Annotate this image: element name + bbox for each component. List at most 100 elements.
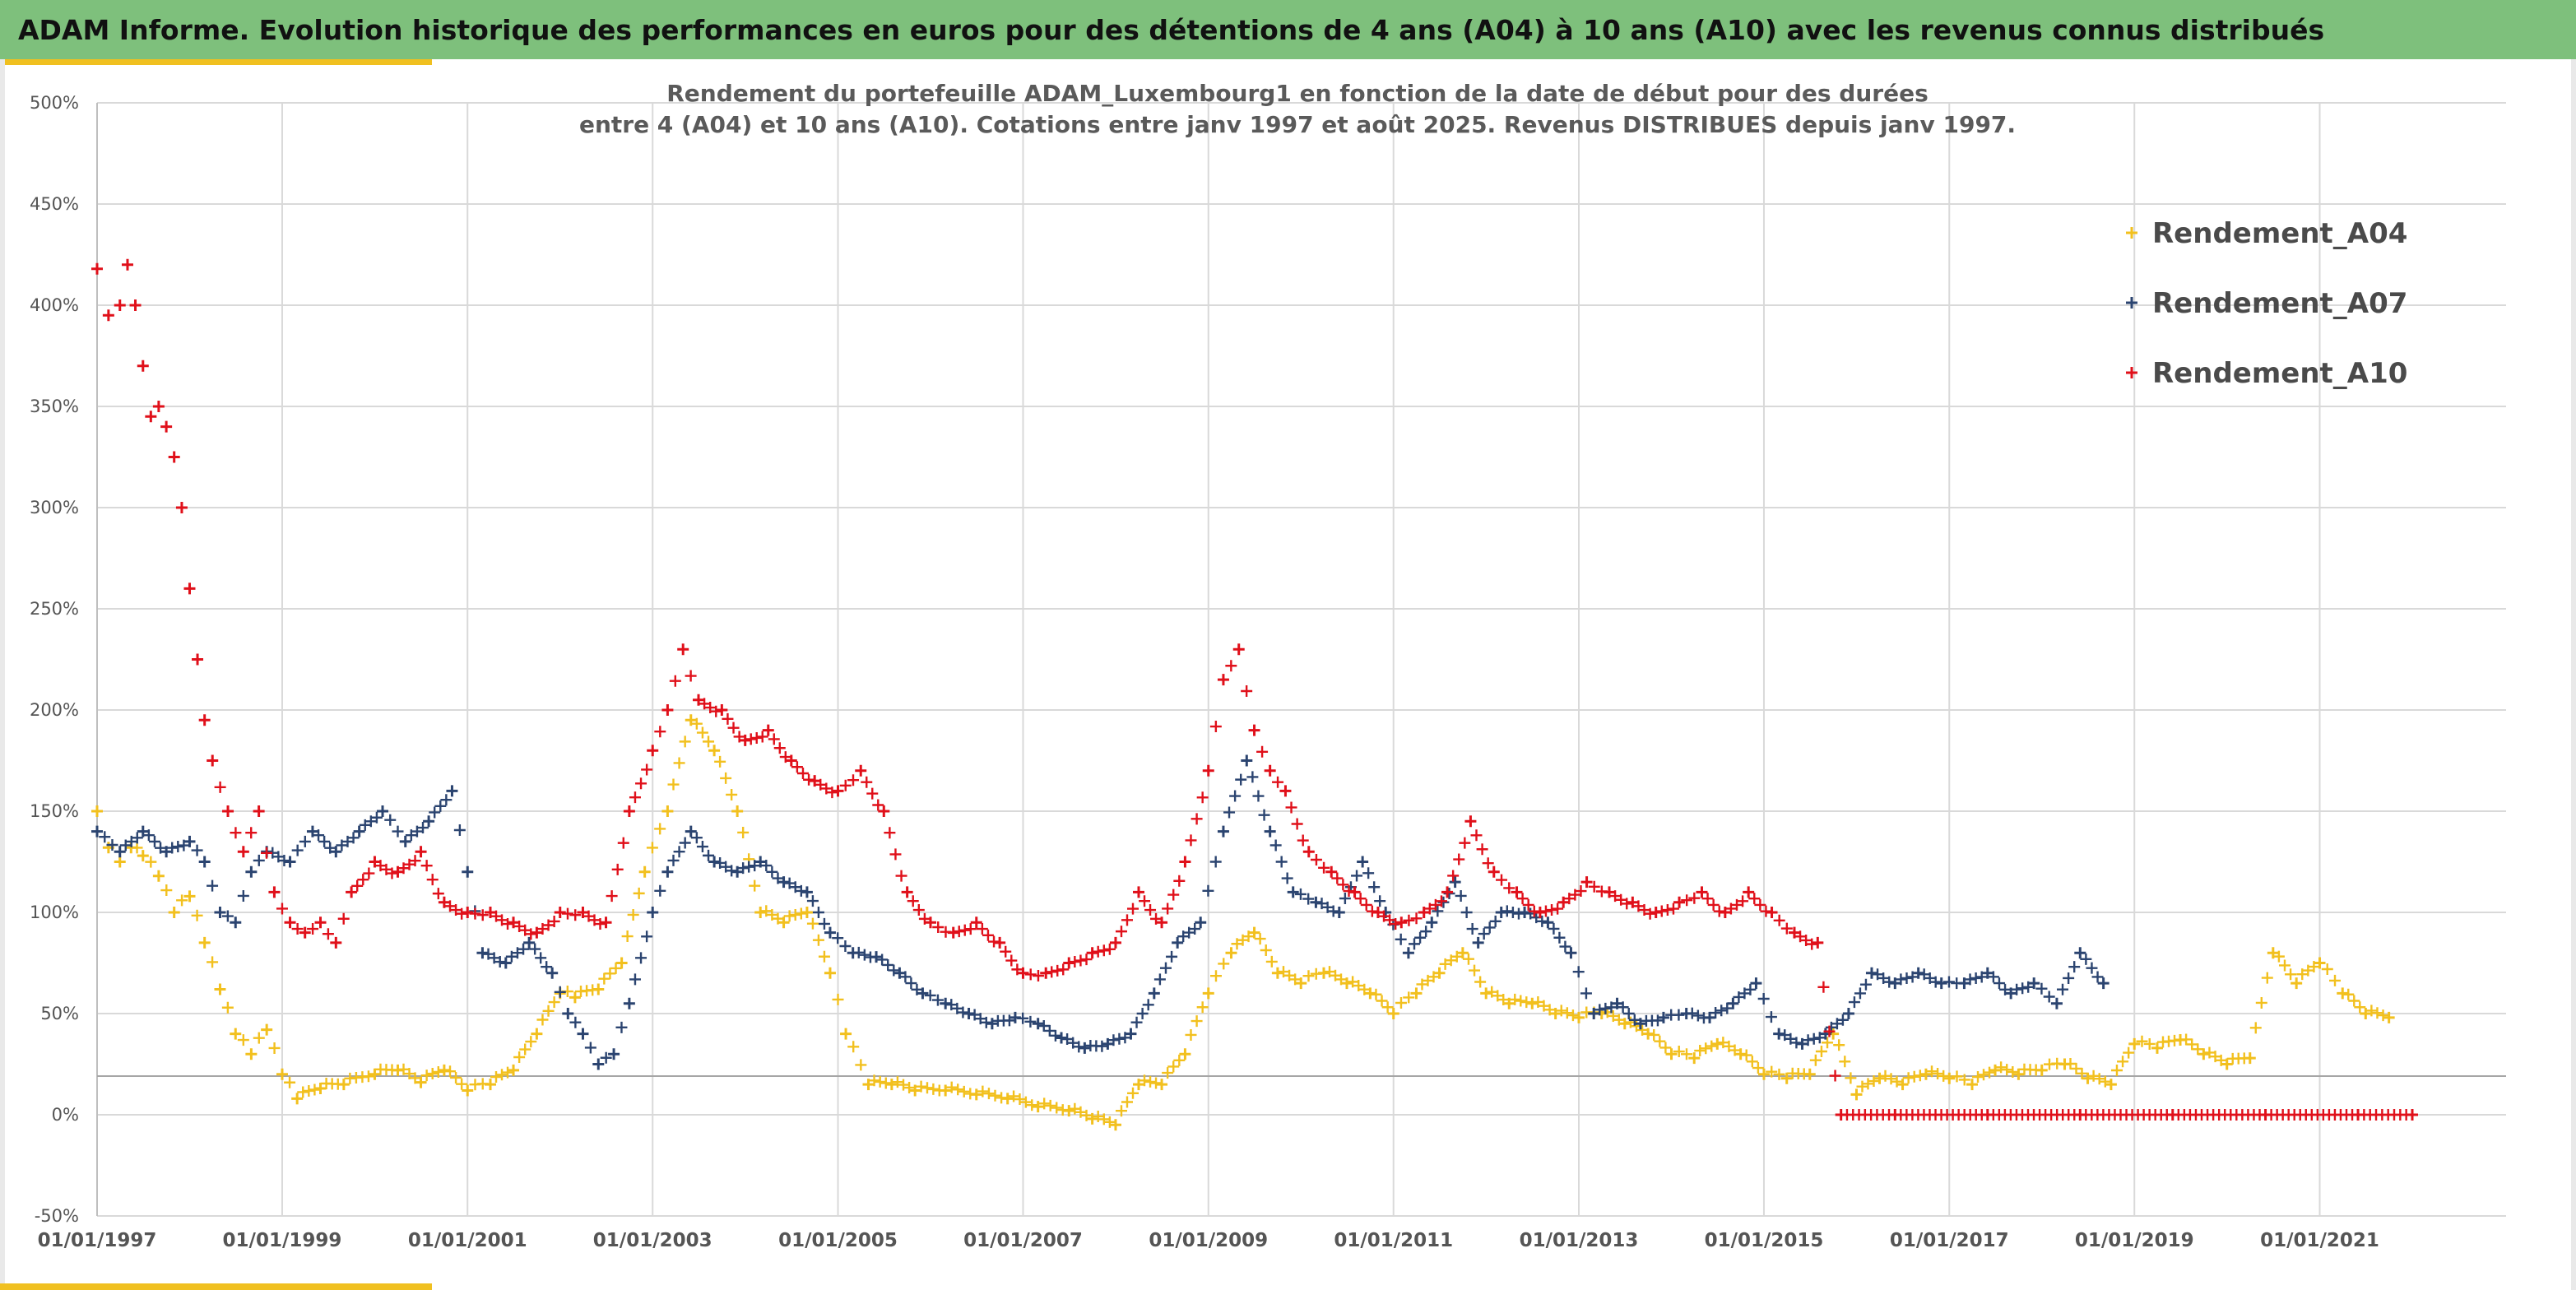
marker-rendement-a07 (899, 971, 912, 983)
marker-rendement-a07 (347, 832, 360, 844)
point-rendement-a10-2012-05-01 (1511, 886, 1523, 898)
marker-rendement-a07 (172, 841, 184, 853)
marker-rendement-a10 (1667, 903, 1679, 915)
chart-title-line-2: entre 4 (A04) et 10 ans (A10). Cotations… (579, 111, 2016, 138)
marker-rendement-a07 (714, 856, 726, 869)
marker-rendement-a10 (403, 858, 415, 870)
marker-rendement-a07 (440, 794, 453, 806)
point-rendement-a10-2013-02-01 (1580, 876, 1593, 889)
marker-rendement-a10 (1806, 938, 1818, 950)
point-rendement-a10-2008-07-01 (1156, 916, 1168, 929)
point-rendement-a04-1999-03-01 (291, 1093, 304, 1105)
marker-rendement-a04 (679, 735, 691, 748)
marker-rendement-a07 (2035, 982, 2048, 995)
marker-rendement-a04 (891, 1076, 903, 1088)
point-rendement-a07-2015-12-01 (1842, 1008, 1854, 1019)
point-rendement-a07-2012-03-01 (1495, 907, 1507, 918)
marker-rendement-a04 (1210, 970, 1222, 982)
marker-rendement-a07 (1651, 1014, 1664, 1027)
marker-rendement-a10 (1661, 904, 1673, 916)
marker-rendement-a04 (2110, 1065, 2123, 1076)
x-tick-01-01-2009: 01/01/2009 (1149, 1230, 1268, 1251)
marker-rendement-a04 (1323, 966, 1335, 978)
marker-rendement-a04 (1648, 1028, 1660, 1041)
marker-rendement-a04 (1607, 1009, 1619, 1022)
marker-rendement-a07 (1368, 881, 1381, 893)
point-rendement-a07-1997-04-01 (114, 846, 126, 858)
marker-rendement-a04 (1092, 1110, 1104, 1122)
point-rendement-a04-1997-04-01 (114, 856, 126, 868)
point-rendement-a10-2000-04-01 (392, 865, 404, 878)
marker-rendement-a04 (1014, 1093, 1026, 1106)
point-rendement-a04-2017-04-01 (1966, 1079, 1978, 1091)
marker-rendement-a07 (2043, 991, 2055, 1003)
marker-rendement-a07 (760, 860, 773, 872)
marker-rendement-a10 (1080, 954, 1093, 966)
marker-rendement-a07 (178, 839, 190, 851)
point-rendement-a10-1998-12-01 (268, 886, 281, 898)
chart-title-line-1: Rendement du portefeuille ADAM_Luxembour… (666, 80, 1929, 107)
marker-rendement-a07 (1374, 895, 1386, 907)
marker-rendement-a04 (1242, 930, 1255, 943)
point-rendement-a07-2018-09-01 (2097, 977, 2110, 990)
marker-rendement-a07 (505, 950, 518, 963)
marker-rendement-a04 (1069, 1102, 1081, 1115)
marker-rendement-a07 (1580, 987, 1592, 1000)
marker-rendement-a07 (1808, 1032, 1820, 1045)
point-rendement-a04-2015-07-01 (1803, 1068, 1816, 1080)
marker-rendement-a07 (166, 842, 179, 854)
marker-rendement-a07 (253, 854, 265, 866)
point-rendement-a10-1998-01-01 (183, 582, 196, 595)
marker-rendement-a04 (1191, 1015, 1203, 1028)
marker-rendement-a10 (1447, 870, 1460, 882)
marker-rendement-a10 (1092, 945, 1104, 958)
marker-rendement-a07 (1512, 907, 1525, 920)
marker-rendement-a04 (1416, 978, 1428, 991)
marker-rendement-a07 (1483, 921, 1496, 934)
point-rendement-a04-2017-07-01 (1989, 1064, 2002, 1076)
point-rendement-a04-2007-10-01 (1086, 1112, 1098, 1125)
point-rendement-a04-2002-06-01 (592, 983, 605, 995)
point-rendement-a07-2010-09-01 (1357, 856, 1369, 868)
marker-rendement-a07 (673, 846, 685, 858)
marker-rendement-a10 (1794, 930, 1807, 943)
marker-rendement-a07 (207, 879, 219, 892)
point-rendement-a10-2006-04-01 (947, 926, 959, 939)
marker-rendement-a10 (420, 860, 433, 872)
marker-rendement-a10 (826, 787, 838, 799)
marker-rendement-a10 (815, 778, 827, 791)
marker-rendement-a04 (1520, 996, 1533, 1009)
marker-rendement-a10 (733, 731, 745, 743)
point-rendement-a04-2016-07-01 (1896, 1079, 1909, 1091)
marker-rendement-a10 (432, 888, 444, 900)
point-rendement-a04-2021-10-01 (2383, 1011, 2395, 1023)
marker-rendement-a07 (1901, 972, 1913, 984)
marker-rendement-a07 (696, 841, 708, 853)
marker-rendement-a04 (1231, 938, 1243, 950)
marker-rendement-a07 (1553, 931, 1566, 944)
marker-rendement-a04 (806, 917, 819, 930)
marker-rendement-a04 (2285, 968, 2297, 981)
marker-rendement-a07 (1785, 1032, 1797, 1045)
marker-rendement-a04 (1706, 1040, 1718, 1052)
marker-rendement-a07 (1142, 999, 1154, 1011)
point-rendement-a07-2003-03-01 (661, 865, 674, 878)
point-rendement-a04-2001-10-01 (531, 1028, 543, 1040)
marker-rendement-a07 (858, 949, 870, 961)
point-rendement-a07-2002-10-01 (623, 997, 635, 1009)
marker-rendement-a10 (1098, 944, 1110, 957)
marker-rendement-a07 (1721, 1002, 1734, 1014)
marker-rendement-a07 (1802, 1034, 1814, 1046)
point-rendement-a04-1999-06-01 (314, 1083, 327, 1095)
marker-rendement-a04 (131, 842, 143, 854)
marker-rendement-a10 (1241, 685, 1253, 697)
marker-rendement-a04 (1815, 1046, 1827, 1057)
marker-rendement-a04 (2180, 1033, 2193, 1046)
marker-rendement-a07 (1744, 983, 1757, 995)
point-rendement-a04-2012-04-01 (1503, 997, 1515, 1009)
marker-rendement-a07 (911, 983, 923, 995)
marker-rendement-a07 (1836, 1014, 1849, 1026)
marker-rendement-a04 (1347, 976, 1359, 988)
y-tick-500: 500% (30, 93, 79, 113)
marker-rendement-a04 (673, 757, 685, 769)
